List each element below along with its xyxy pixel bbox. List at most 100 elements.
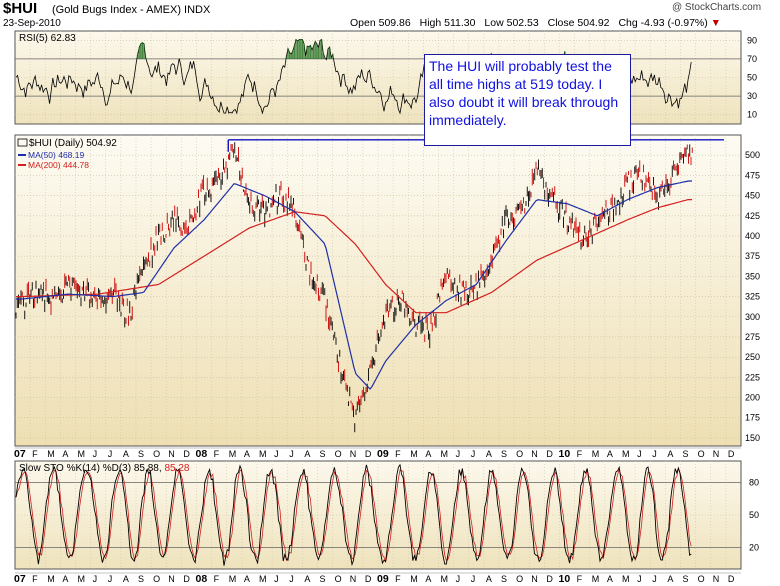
x-tick-label-bottom: M — [47, 574, 55, 584]
annotation-callout: The HUI will probably test the all time … — [424, 54, 631, 146]
x-tick-label-mid: S — [501, 449, 507, 459]
x-tick-label-bottom: O — [335, 574, 342, 584]
x-tick-label-mid: N — [531, 449, 538, 459]
x-tick-label-bottom: A — [425, 574, 431, 584]
x-tick-label-bottom: A — [667, 574, 673, 584]
x-tick-label-bottom: O — [698, 574, 705, 584]
x-tick-label-mid: S — [320, 449, 326, 459]
price-tick-label: 200 — [745, 393, 760, 403]
x-tick-label-mid: F — [214, 449, 220, 459]
sto-tick-label: 50 — [749, 510, 759, 520]
x-tick-label-mid: F — [395, 449, 401, 459]
price-tick-label: 250 — [745, 352, 760, 362]
rsi-legend: RSI(5) 62.83 — [19, 33, 76, 44]
x-tick-label-mid: J — [471, 449, 476, 459]
x-tick-label-bottom: A — [62, 574, 68, 584]
x-tick-label-mid: O — [153, 449, 160, 459]
x-tick-label-bottom: N — [350, 574, 357, 584]
ma200-legend-label: MA(200) 444.78 — [28, 160, 89, 170]
x-tick-label-mid: A — [62, 449, 68, 459]
rsi-tick-label: 30 — [747, 91, 757, 101]
x-tick-label-bottom: A — [123, 574, 129, 584]
sto-legend-d-value: 85.28 — [164, 463, 189, 474]
x-tick-label-mid: S — [138, 449, 144, 459]
chart-header: $HUI (Gold Bugs Index - AMEX) INDX 23-Se… — [0, 0, 780, 30]
x-tick-label-bottom: J — [652, 574, 657, 584]
rsi-tick-label: 50 — [747, 73, 757, 83]
low-value: Low 502.53 — [484, 17, 539, 29]
x-tick-label-bottom: D — [546, 574, 553, 584]
x-tick-label-mid: O — [335, 449, 342, 459]
x-tick-label-bottom: J — [274, 574, 279, 584]
x-tick-label-mid: 09 — [377, 448, 389, 460]
ma50-line — [16, 180, 692, 390]
x-tick-label-bottom: 07 — [14, 573, 26, 585]
rsi-tick-label: 90 — [747, 35, 757, 45]
price-tick-label: 225 — [745, 372, 760, 382]
x-tick-label-mid: N — [168, 449, 175, 459]
x-tick-label-mid: M — [78, 449, 86, 459]
watermark: @ StockCharts.com — [672, 2, 762, 13]
x-tick-label-mid: A — [425, 449, 431, 459]
x-tick-label-mid: M — [259, 449, 267, 459]
x-tick-label-bottom: M — [229, 574, 237, 584]
x-tick-label-mid: J — [93, 449, 98, 459]
x-tick-label-bottom: N — [713, 574, 720, 584]
x-tick-label-mid: J — [456, 449, 461, 459]
x-tick-label-mid: 10 — [559, 448, 571, 460]
x-tick-label-mid: J — [652, 449, 657, 459]
x-tick-label-bottom: M — [410, 574, 418, 584]
price-tick-label: 500 — [745, 150, 760, 160]
sto-legend: Slow STO %K(14) %D(3) 85.88, 85.28 — [19, 463, 190, 474]
x-tick-label-bottom: M — [78, 574, 86, 584]
price-legend-main: $HUI (Daily) 504.92 — [29, 138, 117, 149]
x-tick-label-mid: 07 — [14, 448, 26, 460]
x-tick-label-bottom: A — [607, 574, 613, 584]
sto-tick-label: 80 — [749, 478, 759, 488]
x-tick-label-bottom: D — [183, 574, 190, 584]
x-tick-label-bottom: M — [441, 574, 449, 584]
close-value: Close 504.92 — [547, 17, 610, 29]
x-tick-label-mid: 08 — [196, 448, 208, 460]
price-tick-label: 150 — [745, 433, 760, 443]
x-tick-label-bottom: D — [365, 574, 372, 584]
x-tick-label-bottom: 08 — [196, 573, 208, 585]
x-tick-label-mid: M — [410, 449, 418, 459]
x-tick-label-bottom: S — [683, 574, 689, 584]
x-tick-label-bottom: J — [108, 574, 113, 584]
ma50-legend-label: MA(50) 468.19 — [28, 150, 84, 160]
x-tick-label-mid: M — [229, 449, 237, 459]
x-tick-label-mid: J — [289, 449, 294, 459]
x-tick-label-mid: D — [365, 449, 372, 459]
x-tick-label-mid: D — [546, 449, 553, 459]
x-tick-label-mid: N — [350, 449, 357, 459]
price-legend-swatch — [17, 138, 28, 147]
price-tick-label: 400 — [745, 231, 760, 241]
high-value: High 511.30 — [419, 17, 476, 29]
x-tick-label-mid: J — [274, 449, 279, 459]
x-tick-label-bottom: A — [486, 574, 492, 584]
chart-date: 23-Sep-2010 — [3, 18, 61, 29]
x-tick-label-mid: D — [183, 449, 190, 459]
x-tick-label-mid: M — [441, 449, 449, 459]
open-value: Open 509.86 — [350, 17, 411, 29]
price-tick-label: 175 — [745, 413, 760, 423]
x-tick-label-bottom: J — [471, 574, 476, 584]
x-tick-label-bottom: D — [728, 574, 735, 584]
sto-tick-label: 20 — [749, 542, 759, 552]
x-tick-label-bottom: M — [622, 574, 630, 584]
price-tick-label: 475 — [745, 170, 760, 180]
x-tick-label-mid: A — [607, 449, 613, 459]
price-tick-label: 325 — [745, 292, 760, 302]
x-tick-label-mid: A — [244, 449, 250, 459]
x-tick-label-mid: J — [108, 449, 113, 459]
price-tick-label: 275 — [745, 332, 760, 342]
x-tick-label-mid: S — [683, 449, 689, 459]
x-tick-label-bottom: S — [320, 574, 326, 584]
x-tick-label-bottom: A — [304, 574, 310, 584]
x-tick-label-bottom: O — [153, 574, 160, 584]
x-tick-label-bottom: J — [289, 574, 294, 584]
x-tick-label-mid: A — [486, 449, 492, 459]
x-tick-label-bottom: S — [138, 574, 144, 584]
